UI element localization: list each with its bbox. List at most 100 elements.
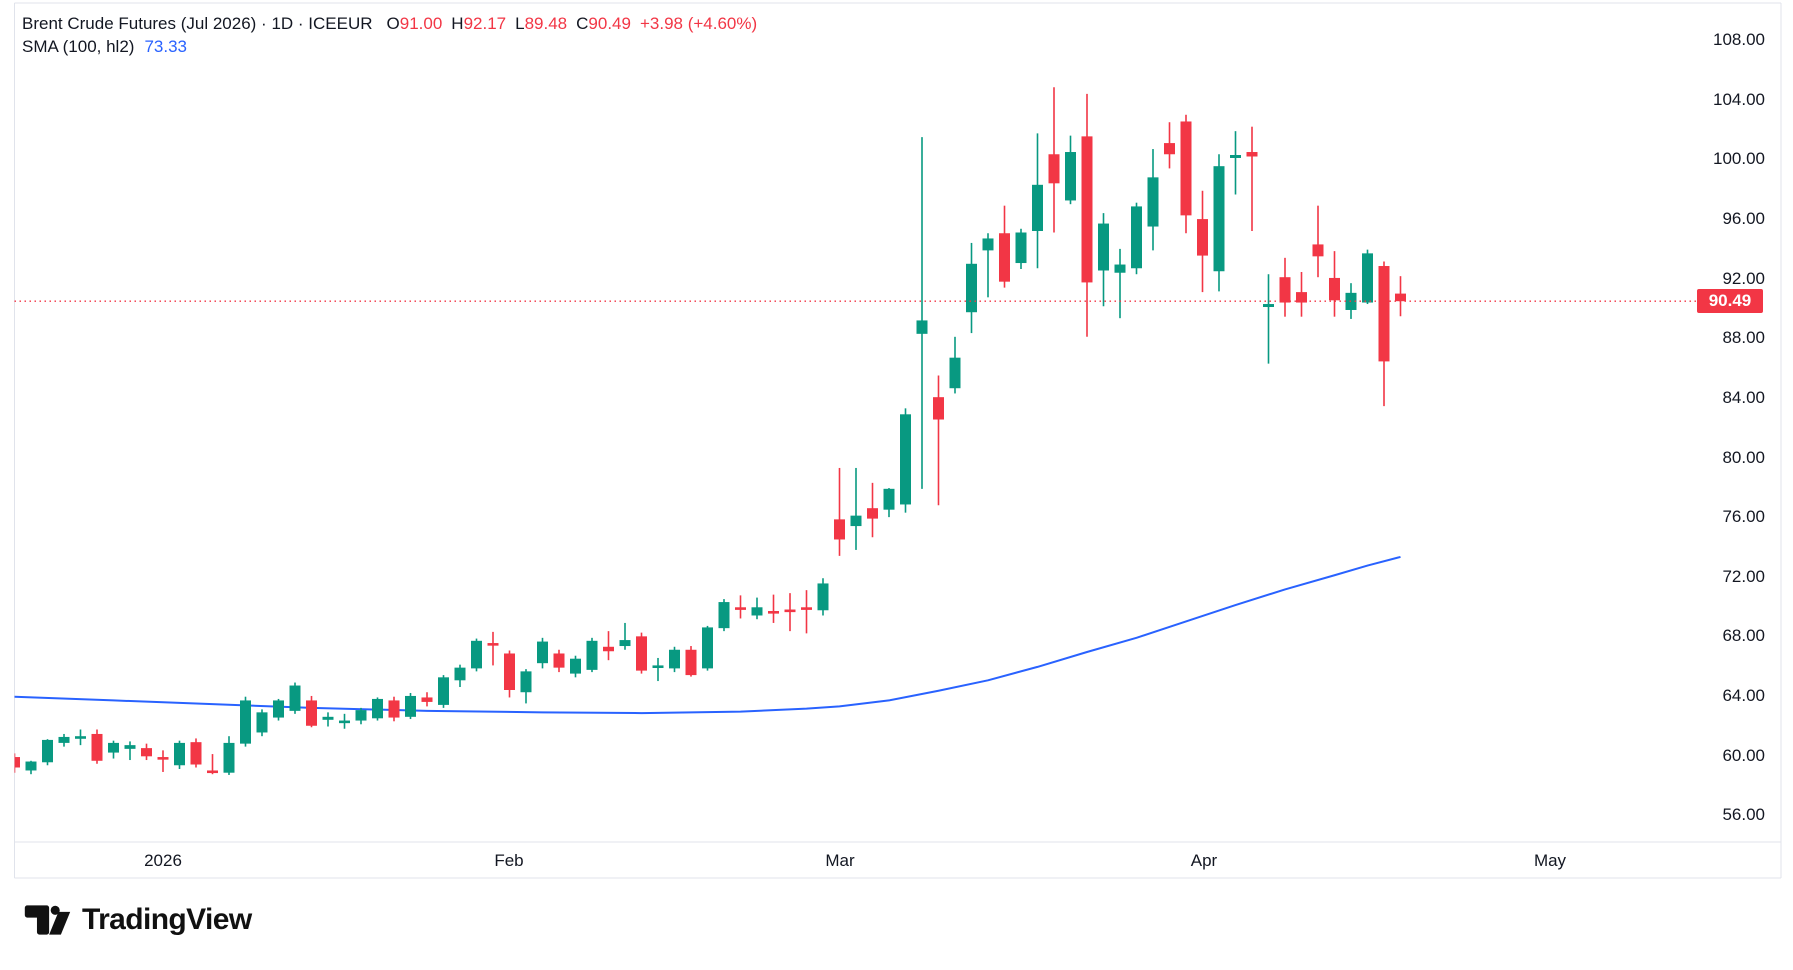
candle-57 (949, 336, 961, 394)
candle-75 (1246, 126, 1258, 232)
candle-64 (1065, 135, 1076, 205)
time-label: Apr (1190, 851, 1218, 870)
candle-30 (504, 650, 515, 698)
open-label: O (386, 14, 400, 33)
symbol-legend-row[interactable]: Brent Crude Futures (Jul 2026) · 1D · IC… (22, 12, 757, 35)
candle-20 (339, 713, 350, 729)
candle-80 (1329, 251, 1340, 317)
candle-5 (91, 729, 103, 764)
candle-27 (454, 664, 466, 688)
candle-48 (801, 590, 812, 634)
candle-79 (1312, 205, 1324, 278)
price-tick: 108.00 (1713, 30, 1765, 50)
candle-3 (58, 733, 70, 747)
candle-7 (124, 741, 136, 761)
candle-18 (306, 695, 317, 728)
candle-84 (1395, 276, 1406, 317)
tradingview-logo-icon (24, 905, 71, 935)
candle-39 (652, 657, 664, 682)
candle-65 (1081, 93, 1093, 337)
candle-26 (438, 675, 449, 708)
price-tick: 84.00 (1722, 387, 1765, 407)
candle-46 (768, 594, 779, 623)
time-label: Mar (825, 851, 855, 870)
candle-10 (174, 740, 185, 769)
candle-72 (1197, 190, 1208, 293)
candle-17 (289, 682, 301, 714)
sma-line (14, 555, 1401, 715)
ohlc-values: O91.00 H92.17 L89.48 C90.49 +3.98 (+4.60%) (387, 14, 758, 33)
candle-68 (1131, 202, 1142, 275)
candle-70 (1164, 122, 1175, 169)
last-price-label: 90.49 (1697, 289, 1763, 314)
candle-23 (388, 696, 400, 722)
candle-11 (190, 738, 202, 768)
candle-19 (322, 712, 334, 727)
indicator-legend-row[interactable]: SMA (100, hl2) 73.33 (22, 35, 757, 58)
open-value: 91.00 (399, 14, 443, 33)
candle-14 (240, 696, 251, 747)
high-value: 92.17 (463, 14, 507, 33)
price-scale[interactable]: 108.00 104.00 100.00 96.00 92.00 88.00 84.00 80… (1689, 3, 1781, 878)
plot-area[interactable] (9, 87, 1406, 775)
candle-41 (685, 646, 697, 677)
candle-25 (421, 692, 433, 707)
price-tick: 64.00 (1722, 685, 1765, 705)
high-label: H (451, 14, 464, 33)
candle-16 (273, 698, 284, 721)
chart-frame (14, 2, 1782, 879)
candle-66 (1098, 213, 1109, 307)
candle-36 (603, 631, 614, 661)
candle-28 (471, 638, 482, 672)
candle-45 (751, 597, 763, 620)
candle-55 (916, 137, 928, 489)
candle-44 (735, 595, 746, 619)
candle-9 (157, 750, 169, 772)
candle-43 (718, 599, 730, 632)
price-tick: 76.00 (1722, 507, 1765, 527)
candle-60 (999, 205, 1010, 288)
low-label: L (515, 14, 525, 33)
candle-31 (520, 669, 532, 704)
tradingview-logo[interactable]: TradingView (24, 903, 252, 937)
candle-63 (1048, 87, 1060, 233)
candle-8 (141, 743, 152, 761)
price-tick: 56.00 (1722, 805, 1765, 825)
candle-42 (702, 625, 713, 671)
time-label: Feb (494, 851, 524, 870)
candle-78 (1296, 271, 1307, 317)
candle-52 (867, 482, 878, 538)
price-tick: 72.00 (1722, 566, 1765, 586)
candle-59 (982, 233, 994, 298)
candle-62 (1032, 133, 1043, 269)
price-tick: 100.00 (1713, 149, 1765, 169)
candle-56 (933, 375, 944, 506)
candle-24 (405, 692, 416, 720)
candle-54 (900, 408, 911, 513)
candle-38 (636, 632, 647, 674)
price-tick: 60.00 (1722, 745, 1765, 765)
candle-21 (355, 707, 367, 725)
candle-71 (1180, 114, 1192, 234)
candle-51 (850, 467, 862, 550)
candle-12 (207, 754, 218, 775)
candle-76 (1263, 274, 1274, 364)
candle-61 (1015, 228, 1027, 270)
candle-40 (669, 646, 680, 673)
candle-32 (537, 637, 548, 669)
candle-34 (570, 655, 581, 678)
candle-77 (1279, 257, 1291, 317)
price-tick: 104.00 (1713, 89, 1765, 109)
candle-69 (1147, 149, 1159, 251)
tradingview-wordmark: TradingView (82, 903, 252, 936)
candle-6 (108, 740, 119, 759)
candle-29 (487, 631, 499, 666)
candle-49 (817, 578, 829, 616)
candles (14, 87, 1406, 775)
candle-58 (966, 242, 977, 334)
low-value: 89.48 (524, 14, 568, 33)
price-tick: 92.00 (1722, 268, 1765, 288)
time-scale[interactable]: 2026 Feb Mar Apr May (0, 842, 1781, 878)
change-value: +3.98 (+4.60%) (639, 14, 758, 33)
